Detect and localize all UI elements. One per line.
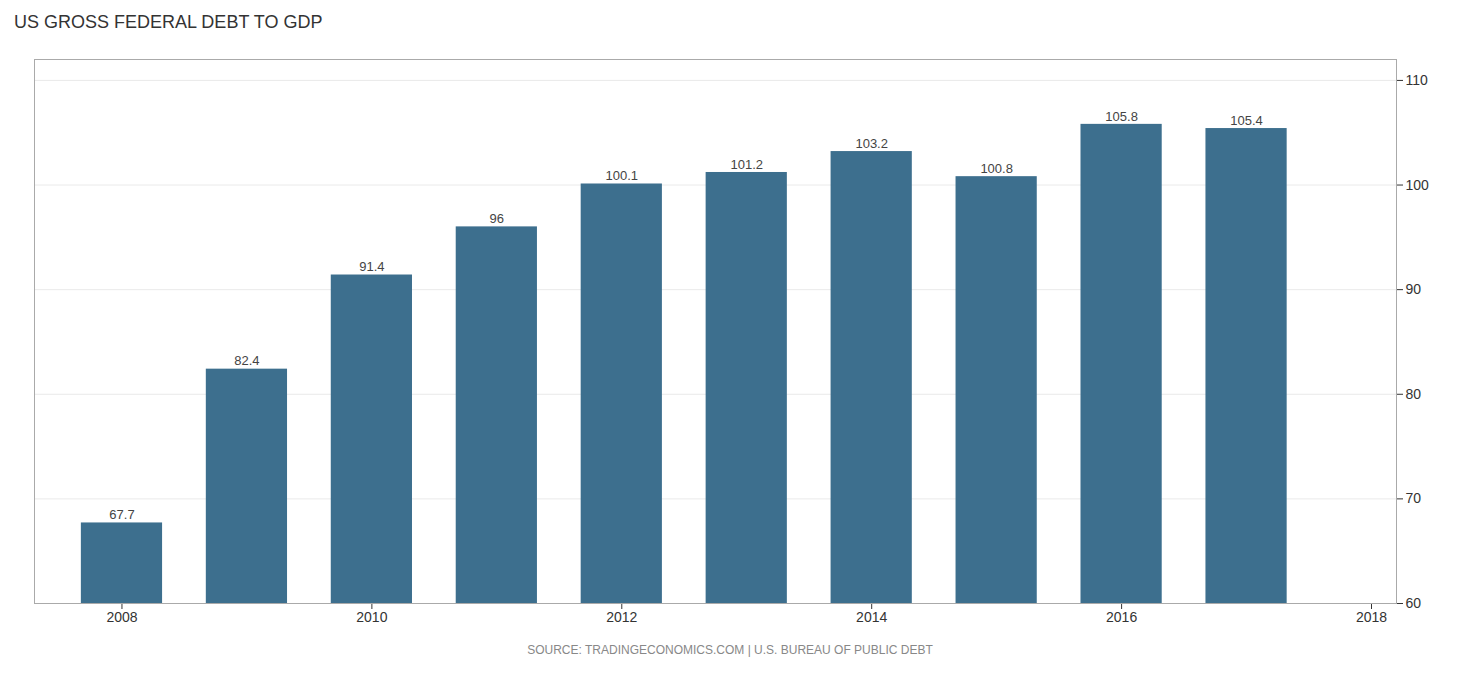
svg-text:100: 100	[1406, 177, 1430, 193]
svg-text:90: 90	[1406, 281, 1422, 297]
svg-text:103.2: 103.2	[855, 136, 888, 151]
svg-text:2014: 2014	[856, 609, 887, 625]
svg-text:110: 110	[1406, 72, 1429, 88]
svg-text:70: 70	[1406, 490, 1422, 506]
svg-text:2008: 2008	[106, 609, 137, 625]
svg-text:105.8: 105.8	[1105, 109, 1138, 124]
svg-text:91.4: 91.4	[359, 259, 384, 274]
svg-text:101.2: 101.2	[730, 157, 763, 172]
svg-text:82.4: 82.4	[234, 353, 259, 368]
html-text:SOURCE: TRADINGECONOMICS.COM |: SOURCE: TRADINGECONOMICS.COM | U.S. BURE…	[527, 643, 933, 657]
svg-text:100.1: 100.1	[606, 168, 639, 183]
svg-text:100.8: 100.8	[980, 161, 1013, 176]
svg-text:2012: 2012	[606, 609, 637, 625]
html-text:US GROSS FEDERAL DEBT TO GDP: US GROSS FEDERAL DEBT TO GDP	[14, 12, 323, 32]
svg-text:2018: 2018	[1356, 609, 1387, 625]
svg-text:80: 80	[1406, 386, 1422, 402]
svg-text:60: 60	[1406, 595, 1422, 611]
svg-text:105.4: 105.4	[1230, 113, 1263, 128]
svg-text:96: 96	[490, 211, 504, 226]
svg-text:2016: 2016	[1106, 609, 1137, 625]
svg-text:2010: 2010	[356, 609, 387, 625]
svg-text:67.7: 67.7	[109, 507, 134, 522]
